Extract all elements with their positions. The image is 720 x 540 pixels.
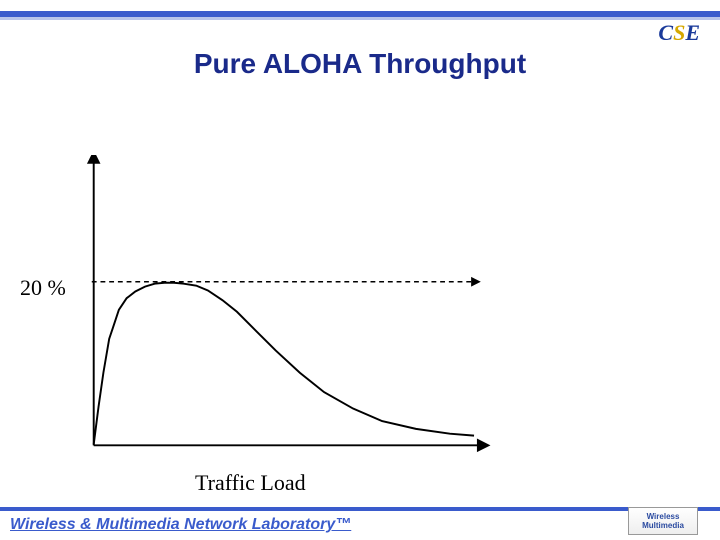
slide-title: Pure ALOHA Throughput <box>0 48 720 80</box>
footer-text: Wireless & Multimedia Network Laboratory… <box>10 516 351 534</box>
cse-logo-e: E <box>685 20 700 45</box>
top-bar <box>0 11 720 17</box>
slide: CSE Pure ALOHA Throughput 20 % Traffic L… <box>0 0 720 540</box>
x-axis-label: Traffic Load <box>195 470 306 496</box>
y-axis-label: 20 % <box>20 275 66 301</box>
throughput-curve <box>94 283 474 445</box>
cse-logo-s: S <box>673 20 685 45</box>
bottom-bar <box>0 507 720 511</box>
peak-marker-arrow-icon <box>471 277 481 287</box>
x-axis <box>94 439 491 453</box>
throughput-chart <box>85 155 505 455</box>
wireless-multimedia-logo: Wireless Multimedia <box>628 507 698 535</box>
cse-logo: CSE <box>658 20 700 46</box>
wm-logo-text: Wireless Multimedia <box>642 512 684 530</box>
cse-logo-c: C <box>658 20 673 45</box>
